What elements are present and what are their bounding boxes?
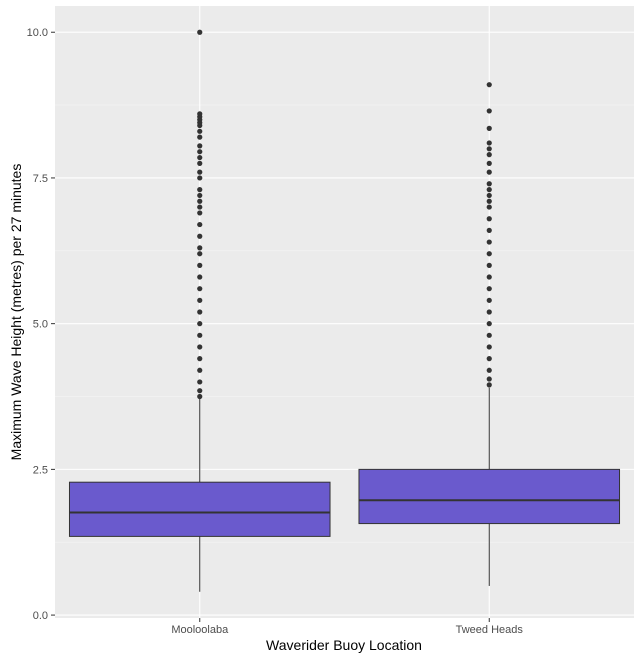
outlier-point: [197, 221, 203, 228]
outlier-point: [197, 274, 203, 280]
outlier-point: [486, 382, 492, 388]
y-tick-label: 10.0: [27, 27, 48, 39]
outlier-point: [486, 125, 492, 131]
outlier-point: [197, 128, 203, 134]
outlier-point: [486, 160, 492, 166]
outlier-point: [197, 379, 203, 385]
y-axis-title: Maximum Wave Height (metres) per 27 minu…: [8, 164, 24, 461]
outlier-point: [486, 152, 492, 158]
outlier-point: [486, 286, 492, 292]
outlier-point: [197, 309, 203, 315]
outlier-point: [486, 239, 492, 245]
outlier-point: [486, 356, 492, 362]
box-iqr: [358, 468, 621, 525]
outlier-point: [197, 344, 203, 350]
outlier-point: [197, 154, 203, 161]
outlier-point: [197, 251, 203, 257]
x-axis-ticks: Mooloolaba Tweed Heads: [171, 618, 523, 636]
x-tick-label: Tweed Heads: [456, 624, 524, 636]
outlier-point: [197, 175, 203, 181]
outlier-point: [197, 204, 203, 210]
outlier-point: [486, 146, 492, 152]
y-tick-label: 5.0: [33, 319, 48, 331]
outlier-point: [197, 143, 203, 149]
box-series: [68, 29, 621, 592]
outlier-point: [486, 169, 492, 175]
outlier-point: [197, 210, 203, 216]
outlier-point: [197, 198, 203, 204]
box-group-tweed-heads: [358, 82, 621, 586]
outlier-point: [197, 187, 203, 193]
x-axis-title: Waverider Buoy Location: [266, 637, 422, 653]
outlier-point: [197, 388, 203, 394]
outlier-point: [197, 149, 203, 155]
outlier-point: [486, 192, 492, 199]
x-tick-label: Mooloolaba: [171, 624, 229, 636]
outlier-point: [486, 262, 492, 268]
outlier-point: [197, 262, 203, 268]
outlier-point: [197, 233, 203, 239]
outlier-point: [486, 187, 492, 193]
y-tick-label: 2.5: [33, 464, 48, 476]
outlier-point: [486, 198, 492, 204]
outlier-point: [197, 393, 203, 400]
outlier-point: [197, 286, 203, 292]
outlier-point: [486, 332, 492, 338]
outlier-point: [486, 216, 492, 222]
y-axis-ticks: 0.0 2.5 5.0 7.5 10.0: [27, 27, 55, 622]
outlier-point: [197, 192, 203, 199]
outlier-point: [486, 367, 492, 373]
outlier-point: [197, 297, 203, 303]
box-group-mooloolaba: [68, 29, 331, 592]
y-tick-label: 0.0: [33, 610, 48, 622]
outlier-point: [486, 251, 492, 257]
outlier-point: [486, 274, 492, 280]
outlier-point: [486, 82, 492, 88]
outlier-point: [486, 321, 492, 327]
outlier-point: [486, 108, 492, 114]
outlier-point: [486, 181, 492, 187]
outlier-point: [486, 204, 492, 210]
outlier-point: [486, 297, 492, 303]
outlier-point: [486, 376, 492, 382]
outlier-point: [486, 140, 492, 146]
outlier-point: [197, 160, 203, 166]
outlier-point: [486, 344, 492, 350]
outlier-point: [197, 111, 203, 117]
outlier-point: [197, 245, 203, 251]
outlier-point: [486, 309, 492, 315]
outlier-point: [197, 29, 203, 35]
outlier-point: [197, 169, 203, 175]
outlier-point: [197, 321, 203, 327]
outlier-point: [197, 134, 203, 140]
outlier-point: [486, 227, 492, 233]
outlier-point: [197, 356, 203, 362]
outlier-point: [197, 332, 203, 338]
outlier-point: [197, 367, 203, 373]
y-tick-label: 7.5: [33, 173, 48, 185]
box-iqr: [68, 481, 331, 537]
